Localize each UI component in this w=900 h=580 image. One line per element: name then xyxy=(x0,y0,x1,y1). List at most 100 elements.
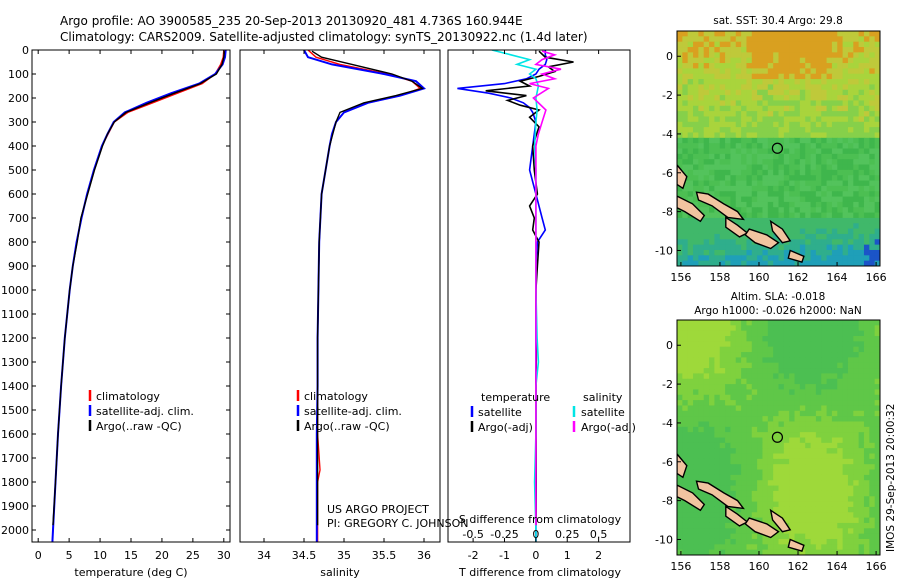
map-cell xyxy=(869,52,876,59)
map-cell xyxy=(821,437,828,444)
map-cell xyxy=(794,464,801,471)
map-cell xyxy=(799,490,806,497)
map-cell xyxy=(847,384,854,391)
map-cell xyxy=(794,31,801,37)
map-cell xyxy=(735,368,742,375)
map-cell xyxy=(837,346,844,353)
map-cell xyxy=(853,442,860,449)
map-cell xyxy=(693,95,699,102)
map-cell xyxy=(805,31,812,37)
map-cell xyxy=(725,175,732,182)
map-cell xyxy=(869,357,876,364)
map-cell xyxy=(863,325,870,332)
map-cell xyxy=(741,389,748,396)
map-cell xyxy=(682,341,689,348)
map-cell xyxy=(858,95,865,102)
map-cell xyxy=(677,394,683,401)
profile-location-marker xyxy=(771,142,784,154)
map-cell xyxy=(842,148,849,155)
map-cell xyxy=(693,228,699,235)
map-cell xyxy=(837,137,844,144)
map-cell xyxy=(682,533,689,540)
map-cell xyxy=(751,394,758,401)
map-cell xyxy=(847,528,854,535)
map-cell xyxy=(714,442,721,449)
map-cell xyxy=(757,180,764,187)
map-cell xyxy=(773,325,780,332)
lat-tick-label: -4 xyxy=(662,417,673,430)
map-cell xyxy=(735,394,742,401)
map-cell xyxy=(730,341,737,348)
map-cell xyxy=(842,228,849,235)
map-cell xyxy=(751,448,758,455)
lon-tick-label: 164 xyxy=(827,560,848,573)
map-cell xyxy=(810,52,817,59)
map-cell xyxy=(853,389,860,396)
map-cell xyxy=(719,89,726,96)
map-cell xyxy=(858,185,865,192)
depth-tick-label: 1000 xyxy=(1,284,29,297)
map-cell xyxy=(746,432,753,439)
map-cell xyxy=(815,57,822,64)
map-cell xyxy=(805,506,812,513)
map-cell xyxy=(799,105,806,112)
map-cell xyxy=(853,116,860,123)
map-cell xyxy=(810,474,817,481)
map-cell xyxy=(815,52,822,59)
map-cell xyxy=(799,89,806,96)
map-cell xyxy=(853,127,860,134)
map-cell xyxy=(741,41,748,48)
map-cell xyxy=(751,63,758,69)
map-cell xyxy=(725,239,732,246)
map-cell xyxy=(757,41,764,48)
map-cell xyxy=(773,169,780,176)
map-cell xyxy=(831,517,838,524)
map-cell xyxy=(762,517,769,524)
map-cell xyxy=(725,73,732,80)
map-cell xyxy=(773,474,780,481)
map-cell xyxy=(725,180,732,187)
map-cell xyxy=(874,121,880,128)
map-cell xyxy=(837,228,844,235)
map-cell xyxy=(842,223,849,230)
map-cell xyxy=(831,320,838,326)
map-cell xyxy=(762,410,769,417)
map-cell xyxy=(735,458,742,465)
map-cell xyxy=(874,480,880,487)
map-cell xyxy=(746,148,753,155)
map-cell xyxy=(677,153,683,160)
map-cell xyxy=(751,512,758,519)
map-cell xyxy=(874,389,880,396)
map-cell xyxy=(730,233,737,240)
map-cell xyxy=(767,52,774,59)
depth-tick-label: 1500 xyxy=(1,404,29,417)
map-cell xyxy=(869,501,876,508)
map-cell xyxy=(794,233,801,240)
map-cell xyxy=(874,255,880,262)
map-cell xyxy=(698,105,705,112)
map-cell xyxy=(805,249,812,256)
map-cell xyxy=(810,148,817,155)
map-cell xyxy=(874,89,880,96)
map-cell xyxy=(853,52,860,59)
map-cell xyxy=(767,373,774,380)
map-cell xyxy=(874,437,880,444)
map-cell xyxy=(863,127,870,134)
map-cell xyxy=(714,501,721,508)
map-cell xyxy=(709,217,715,224)
lon-tick-label: 162 xyxy=(788,271,809,284)
map-cell xyxy=(757,132,764,139)
map-cell xyxy=(719,79,726,86)
map-cell xyxy=(847,63,854,69)
map-cell xyxy=(783,89,790,96)
map-cell xyxy=(778,512,785,519)
map-cell xyxy=(783,464,790,471)
map-cell xyxy=(693,201,699,208)
map-cell xyxy=(815,405,822,412)
map-cell xyxy=(842,421,849,428)
map-cell xyxy=(698,538,705,545)
map-cell xyxy=(719,421,726,428)
map-cell xyxy=(837,159,844,166)
map-cell xyxy=(837,474,844,481)
map-cell xyxy=(751,469,758,476)
